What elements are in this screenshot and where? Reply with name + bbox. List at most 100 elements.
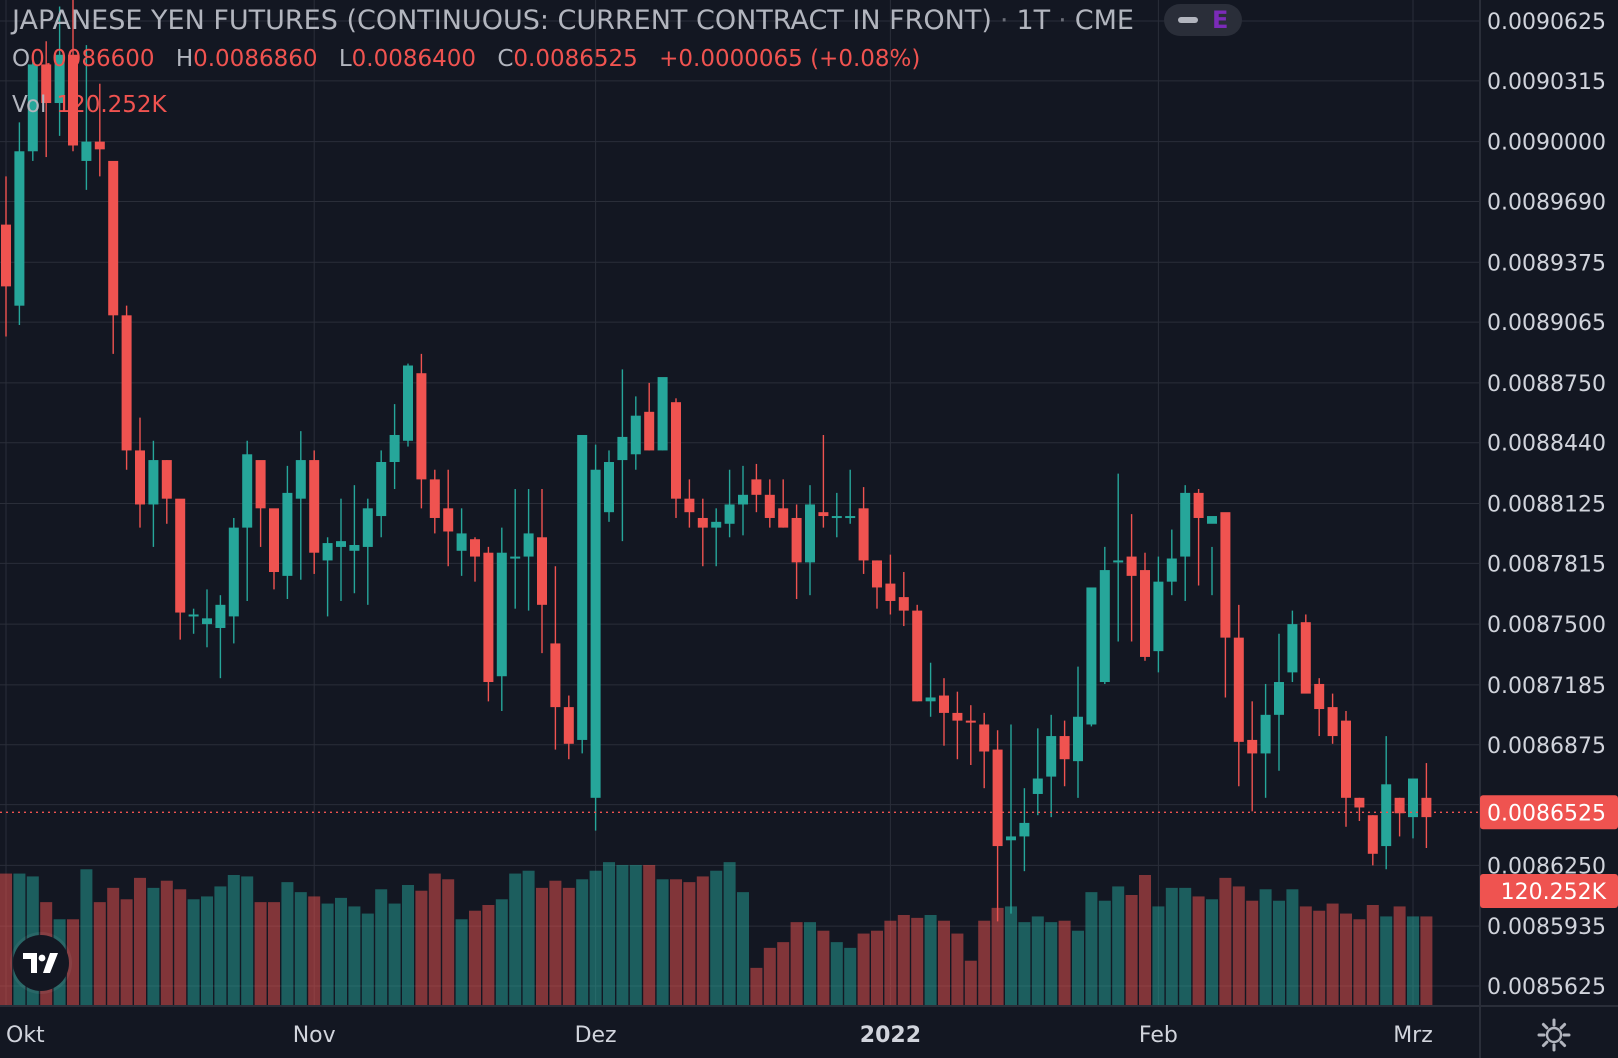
candle-body (724, 504, 735, 524)
candle-body (1233, 637, 1244, 742)
gear-icon[interactable] (1537, 1018, 1571, 1052)
candle-body (1, 224, 11, 287)
candle-body (1287, 624, 1298, 673)
volume-bar (536, 887, 548, 1005)
high-label: H (175, 46, 194, 72)
volume-bar (0, 873, 12, 1005)
candle-body (483, 552, 494, 683)
price-tick-label: 0.0085935 (1487, 915, 1606, 940)
volume-bar (696, 876, 709, 1005)
volume-bar (1179, 887, 1192, 1005)
volume-bar (227, 875, 240, 1005)
separator-dot: · (1058, 4, 1067, 36)
open-value: 0.0086600 (30, 46, 155, 72)
volume-legend: Vol 120.252K (12, 92, 167, 118)
price-axis[interactable]: 0.0090625 0.0090315 0.0090000 0.0089690 0.00… (1487, 10, 1606, 1000)
volume-bar (911, 917, 924, 1005)
volume-bar (1098, 900, 1111, 1005)
candle-body (1059, 736, 1070, 760)
volume-bar (160, 880, 173, 1005)
volume-bar (1005, 906, 1017, 1005)
volume-bar (589, 870, 602, 1005)
candle-body (952, 712, 963, 721)
candle-body (818, 512, 829, 517)
volume-bar (603, 862, 615, 1005)
candle-body (429, 479, 440, 518)
candle-body (1367, 815, 1378, 854)
low-label: L (338, 46, 352, 72)
candle-body (1300, 622, 1311, 694)
candle-body (1046, 736, 1057, 777)
candle-body (979, 724, 990, 752)
candle-body (376, 462, 387, 517)
volume-bar (871, 930, 883, 1005)
volume-bar (1072, 930, 1084, 1005)
candle-body (644, 411, 655, 451)
candle-body (1274, 682, 1284, 715)
time-tick-label: Okt (6, 1023, 45, 1048)
candle-body (121, 315, 132, 451)
volume-bar (348, 906, 361, 1005)
volume-bar (830, 942, 843, 1005)
volume-bar (495, 899, 508, 1005)
candle-body (1421, 797, 1432, 818)
volume-bar (991, 907, 1004, 1005)
volume-bar (790, 922, 803, 1005)
candle-body (1327, 707, 1338, 737)
price-tick-label: 0.0089375 (1487, 251, 1606, 276)
candle-body (697, 517, 708, 528)
volume-bar (656, 879, 669, 1005)
tradingview-logo-icon[interactable] (10, 932, 72, 994)
volume-bar (857, 933, 870, 1005)
candle-body (1247, 739, 1258, 754)
candle-body (537, 537, 547, 605)
volume-bar (1152, 906, 1165, 1005)
candle-body (1381, 784, 1392, 847)
earnings-event-icon[interactable]: E (1211, 6, 1229, 34)
volume-bar (616, 865, 629, 1005)
candle-body (135, 450, 145, 505)
volume-bar (107, 887, 120, 1005)
candlesticks (1, 0, 1432, 922)
status-pill[interactable]: E (1163, 4, 1243, 36)
candle-body (27, 64, 38, 152)
candle-body (1180, 492, 1191, 557)
volume-bar (1232, 886, 1245, 1005)
candle-body (1153, 581, 1164, 652)
volume-bar (442, 879, 455, 1005)
collapse-dash-icon[interactable] (1177, 17, 1198, 23)
volume-bar (67, 919, 79, 1005)
time-tick-label: 2022 (860, 1023, 921, 1048)
candle-body (738, 494, 748, 505)
price-tick-label: 0.0087815 (1487, 552, 1606, 577)
candle-body (1073, 716, 1083, 762)
candle-body (175, 498, 186, 613)
volume-bar (522, 870, 535, 1005)
candle-body (992, 749, 1003, 847)
volume-bar (683, 882, 696, 1005)
candle-body (68, 54, 78, 146)
volume-bar (629, 865, 642, 1005)
candle-body (791, 517, 802, 563)
candle-body (349, 544, 360, 551)
candle-body (456, 533, 467, 551)
candle-body (778, 508, 789, 528)
time-tick-label: Dez (575, 1023, 617, 1048)
candle-body (1314, 683, 1325, 710)
price-tick-label: 0.0090000 (1487, 131, 1606, 156)
time-axis[interactable]: Okt Nov Dez 2022 Feb Mrz (6, 1023, 1433, 1048)
volume-bar (763, 947, 776, 1005)
candle-body (470, 539, 480, 557)
interval-label[interactable]: 1T (1016, 4, 1051, 36)
volume-bar (1340, 913, 1352, 1005)
candle-body (54, 54, 65, 104)
candle-body (161, 460, 172, 499)
volume-bar (388, 903, 401, 1005)
volume-bar (1407, 916, 1419, 1005)
close-label: C (497, 46, 514, 72)
candle-body (965, 720, 976, 723)
candle-body (858, 508, 869, 561)
candle-body (269, 508, 279, 573)
symbol-title[interactable]: JAPANESE YEN FUTURES (CONTINUOUS: CURREN… (12, 4, 992, 36)
